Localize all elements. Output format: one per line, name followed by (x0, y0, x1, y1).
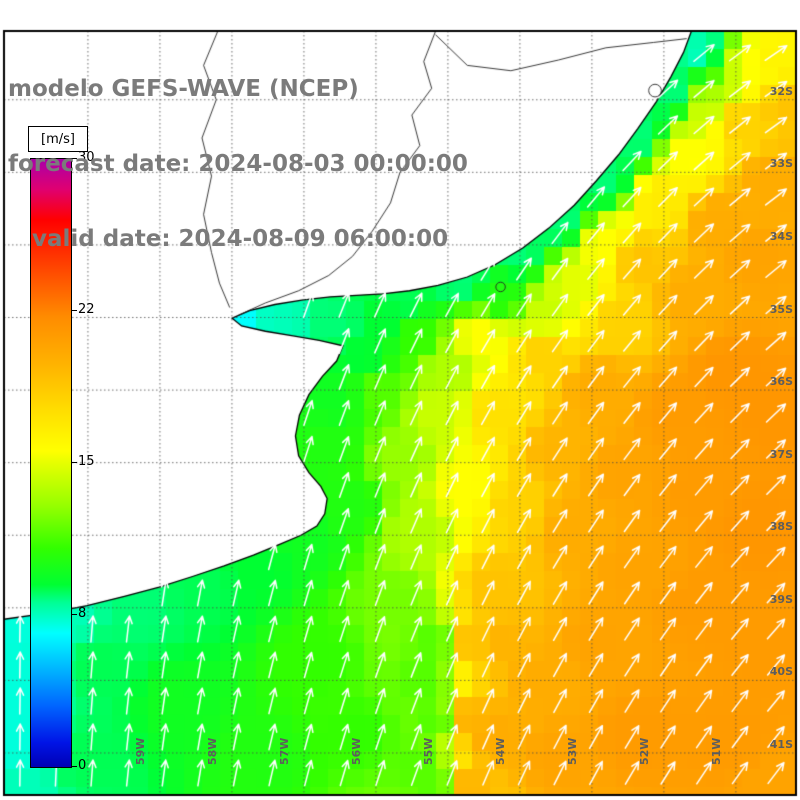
colorbar-tick-mark (71, 614, 77, 615)
valid-date-line: valid date: 2024-08-09 06:00:00 (8, 226, 449, 252)
colorbar-tick-label: 30 (78, 150, 95, 165)
model-title: modelo GEFS-WAVE (NCEP) (8, 76, 359, 102)
colorbar-tick-label: 15 (78, 454, 95, 469)
colorbar-tick-mark (71, 158, 77, 159)
colorbar: [m/s] 30 22 15 8 0 (28, 126, 148, 786)
colorbar-tick-mark (71, 310, 77, 311)
colorbar-unit-label: [m/s] (28, 126, 88, 152)
colorbar-tick-mark (71, 766, 77, 767)
forecast-date-line: forecast date: 2024-08-03 00:00:00 (8, 151, 468, 177)
colorbar-tick-label: 8 (78, 606, 87, 621)
plot-title-block: modelo GEFS-WAVE (NCEP) forecast date: 2… (8, 27, 468, 302)
colorbar-tick-mark (71, 462, 77, 463)
colorbar-tick-label: 22 (78, 302, 95, 317)
colorbar-gradient (30, 158, 72, 768)
colorbar-tick-label: 0 (78, 758, 87, 773)
